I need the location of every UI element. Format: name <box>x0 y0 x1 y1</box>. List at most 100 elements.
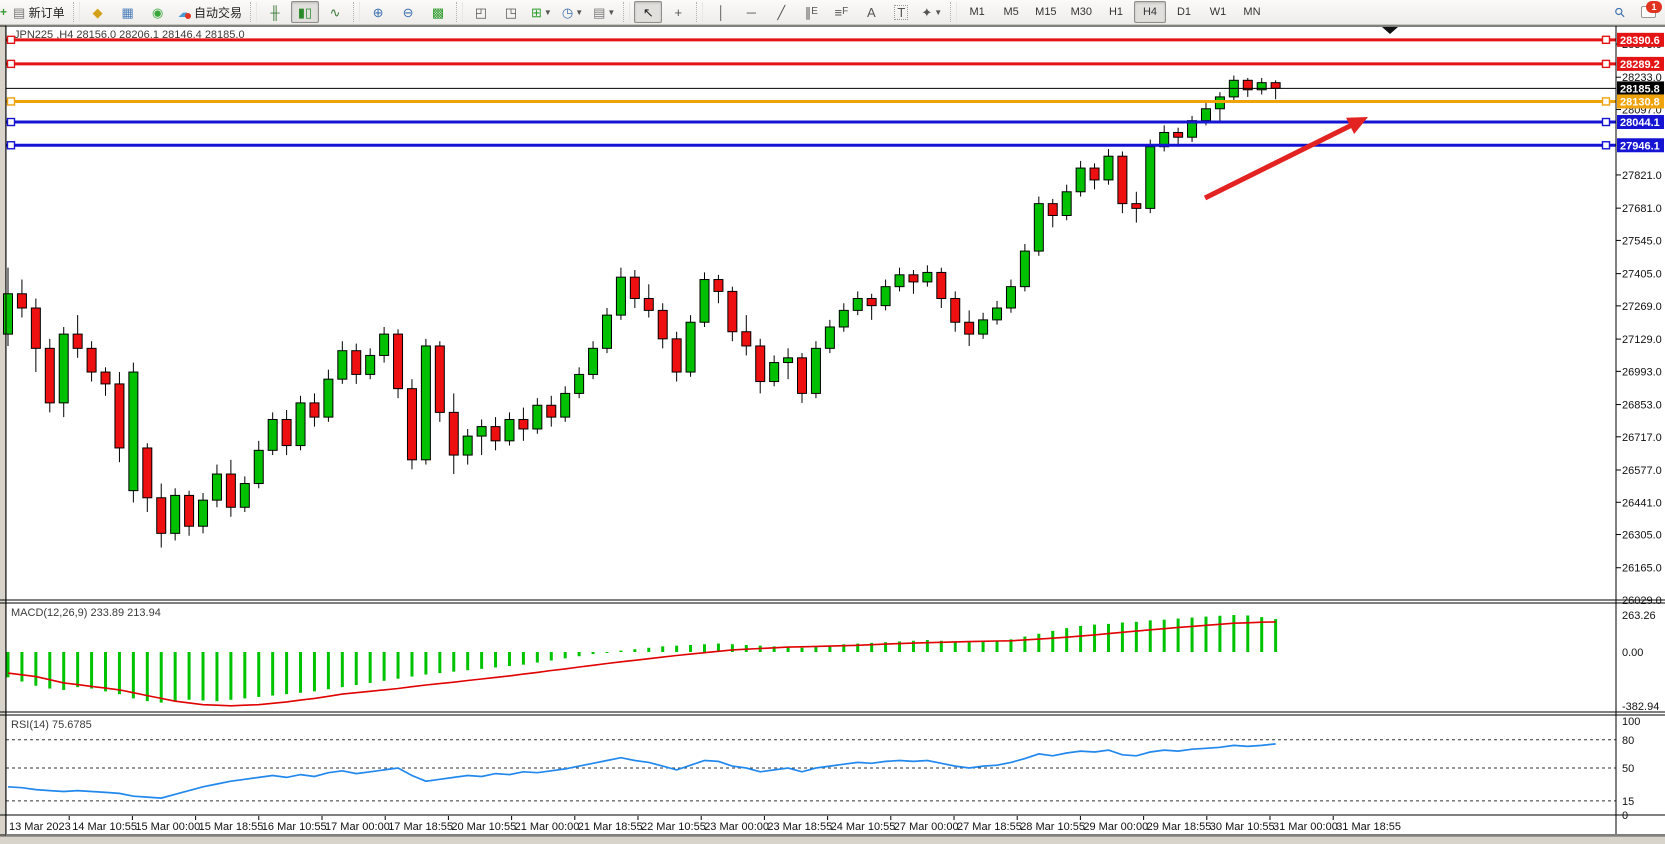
new-order-button[interactable]: ▤ 新订单 <box>9 1 69 23</box>
clipped-left-icon: +▦ <box>0 5 7 19</box>
macd-histogram-bar <box>494 652 498 668</box>
timeframe-toolbar: M1 M5 M15 M30 H1 H4 D1 W1 MN <box>960 1 1269 23</box>
hline-handle[interactable] <box>6 97 16 106</box>
line-chart-button[interactable]: ∿ <box>321 1 349 23</box>
date-tick-label: 29 Mar 00:00 <box>1083 821 1148 833</box>
timeframe-H4[interactable]: H4 <box>1133 1 1166 23</box>
timeframe-D1[interactable]: D1 <box>1176 6 1191 18</box>
timeframe-M30[interactable]: M30 <box>1070 6 1092 18</box>
chart-shift-marker[interactable] <box>1382 27 1398 34</box>
template-icon: ▤ <box>593 4 606 20</box>
signal-button[interactable]: ◉ <box>144 1 172 23</box>
vertical-line-button[interactable]: │ <box>707 1 735 23</box>
macd-histogram-bar <box>898 641 902 652</box>
macd-histogram-bar <box>285 652 289 695</box>
macd-histogram-bar <box>981 641 985 652</box>
macd-histogram-bar <box>90 652 94 689</box>
macd-histogram-bar <box>591 652 595 655</box>
date-tick-label: 29 Mar 18:55 <box>1147 821 1212 833</box>
macd-histogram-bar <box>1162 619 1166 652</box>
zoom-in-button[interactable]: ⊕ <box>364 1 392 23</box>
timeframe-M15[interactable]: M15 <box>1035 6 1057 18</box>
hline-handle[interactable] <box>1601 141 1611 150</box>
label-button[interactable]: T <box>887 1 915 23</box>
timeframe-H1[interactable]: H1 <box>1108 6 1123 18</box>
macd-histogram-bar <box>1023 636 1027 652</box>
hline-handle[interactable] <box>1601 35 1611 45</box>
channel-button[interactable]: ∥ E <box>797 1 825 23</box>
price-badge-label: 28390.6 <box>1620 35 1660 47</box>
new-order-icon: ▤ <box>13 4 26 20</box>
indicators-button[interactable]: ◆ <box>84 1 112 23</box>
search-button[interactable]: ⚲ <box>1606 1 1634 23</box>
timeframe-M1[interactable]: M1 <box>969 6 985 18</box>
candlestick-chart-button[interactable]: ▮▯ <box>291 1 320 23</box>
hline-handle[interactable] <box>1601 97 1611 106</box>
zoom-out-button[interactable]: ⊖ <box>394 1 422 23</box>
template-button[interactable]: ▤ ▼ <box>589 1 619 23</box>
candle-body-up <box>824 326 835 349</box>
rsi-scale-label: 15 <box>1622 796 1634 808</box>
text-button[interactable]: A <box>857 1 885 23</box>
candle-body-down <box>797 357 808 394</box>
horizontal-line-button[interactable]: ─ <box>737 1 765 23</box>
trend-arrow-head[interactable] <box>1346 117 1368 134</box>
date-tick-label: 27 Mar 00:00 <box>894 821 959 833</box>
market-watch-button[interactable]: ▦ <box>114 1 142 23</box>
new-chart-button[interactable]: ⊞ ▼ <box>527 1 556 23</box>
macd-histogram-bar <box>633 649 637 652</box>
fibonacci-button[interactable]: ≡ F <box>827 1 855 23</box>
macd-histogram-bar <box>939 640 943 652</box>
candle-body-down <box>908 274 919 283</box>
bar-chart-button[interactable]: ╫ <box>261 1 289 23</box>
hline-handle[interactable] <box>1601 117 1611 127</box>
candle-body-up <box>3 293 13 335</box>
separator <box>950 2 958 22</box>
timeframe-W1[interactable]: W1 <box>1209 6 1227 18</box>
macd-histogram-bar <box>452 652 456 672</box>
hline-handle[interactable] <box>6 141 16 150</box>
macd-histogram-bar <box>340 652 344 688</box>
auto-trading-button[interactable]: ☁ 自动交易 <box>174 1 246 23</box>
candle-body-down <box>351 350 362 375</box>
macd-histogram-bar <box>730 644 734 652</box>
timeframe-MN[interactable]: MN <box>1243 6 1261 18</box>
tile-windows-icon: ▩ <box>431 4 445 20</box>
candle-body-down <box>643 298 654 311</box>
hline-handle[interactable] <box>1601 59 1611 69</box>
price-badge-label: 28289.2 <box>1620 59 1660 71</box>
new-order-label: 新订单 <box>28 5 65 20</box>
macd-histogram-bar <box>466 652 470 671</box>
price-tick-label: 26029.0 <box>1622 595 1662 607</box>
timeframe-M5[interactable]: M5 <box>1003 6 1019 18</box>
hline-handle[interactable] <box>6 35 16 45</box>
macd-histogram-bar <box>814 647 818 652</box>
trendline-button[interactable]: ╱ <box>767 1 795 23</box>
candle-body-down <box>309 402 320 418</box>
candle-body-up <box>852 298 863 311</box>
cascade-charts-button[interactable]: ◳ <box>497 1 525 23</box>
shapes-button[interactable]: ✦ ▼ <box>917 1 946 23</box>
chat-icon: 1 <box>1640 1 1662 21</box>
chat-button[interactable]: 1 <box>1636 1 1664 23</box>
period-button[interactable]: ◷ ▼ <box>558 1 587 23</box>
trend-arrow-shaft[interactable] <box>1203 121 1355 201</box>
crosshair-button[interactable]: + <box>664 1 692 23</box>
cursor-button[interactable]: ↖ <box>634 1 663 23</box>
search-icon: ⚲ <box>1611 3 1629 21</box>
tile-windows-button[interactable]: ▩ <box>424 1 452 23</box>
date-tick-label: 28 Mar 10:55 <box>1020 821 1085 833</box>
arrange-charts-button[interactable]: ◰ <box>467 1 495 23</box>
date-tick-label: 13 Mar 2023 <box>9 821 71 833</box>
price-tick-label: 26305.0 <box>1622 530 1662 542</box>
period-icon: ◷ <box>561 4 574 20</box>
hline-handle[interactable] <box>6 117 16 127</box>
macd-histogram-bar <box>257 652 261 697</box>
hline-handle[interactable] <box>6 59 16 69</box>
candle-body-down <box>546 404 557 418</box>
price-badge-hline <box>1617 94 1664 109</box>
macd-histogram-bar <box>1009 639 1013 652</box>
candle-body-up <box>211 473 222 501</box>
candle-body-down <box>30 307 41 349</box>
